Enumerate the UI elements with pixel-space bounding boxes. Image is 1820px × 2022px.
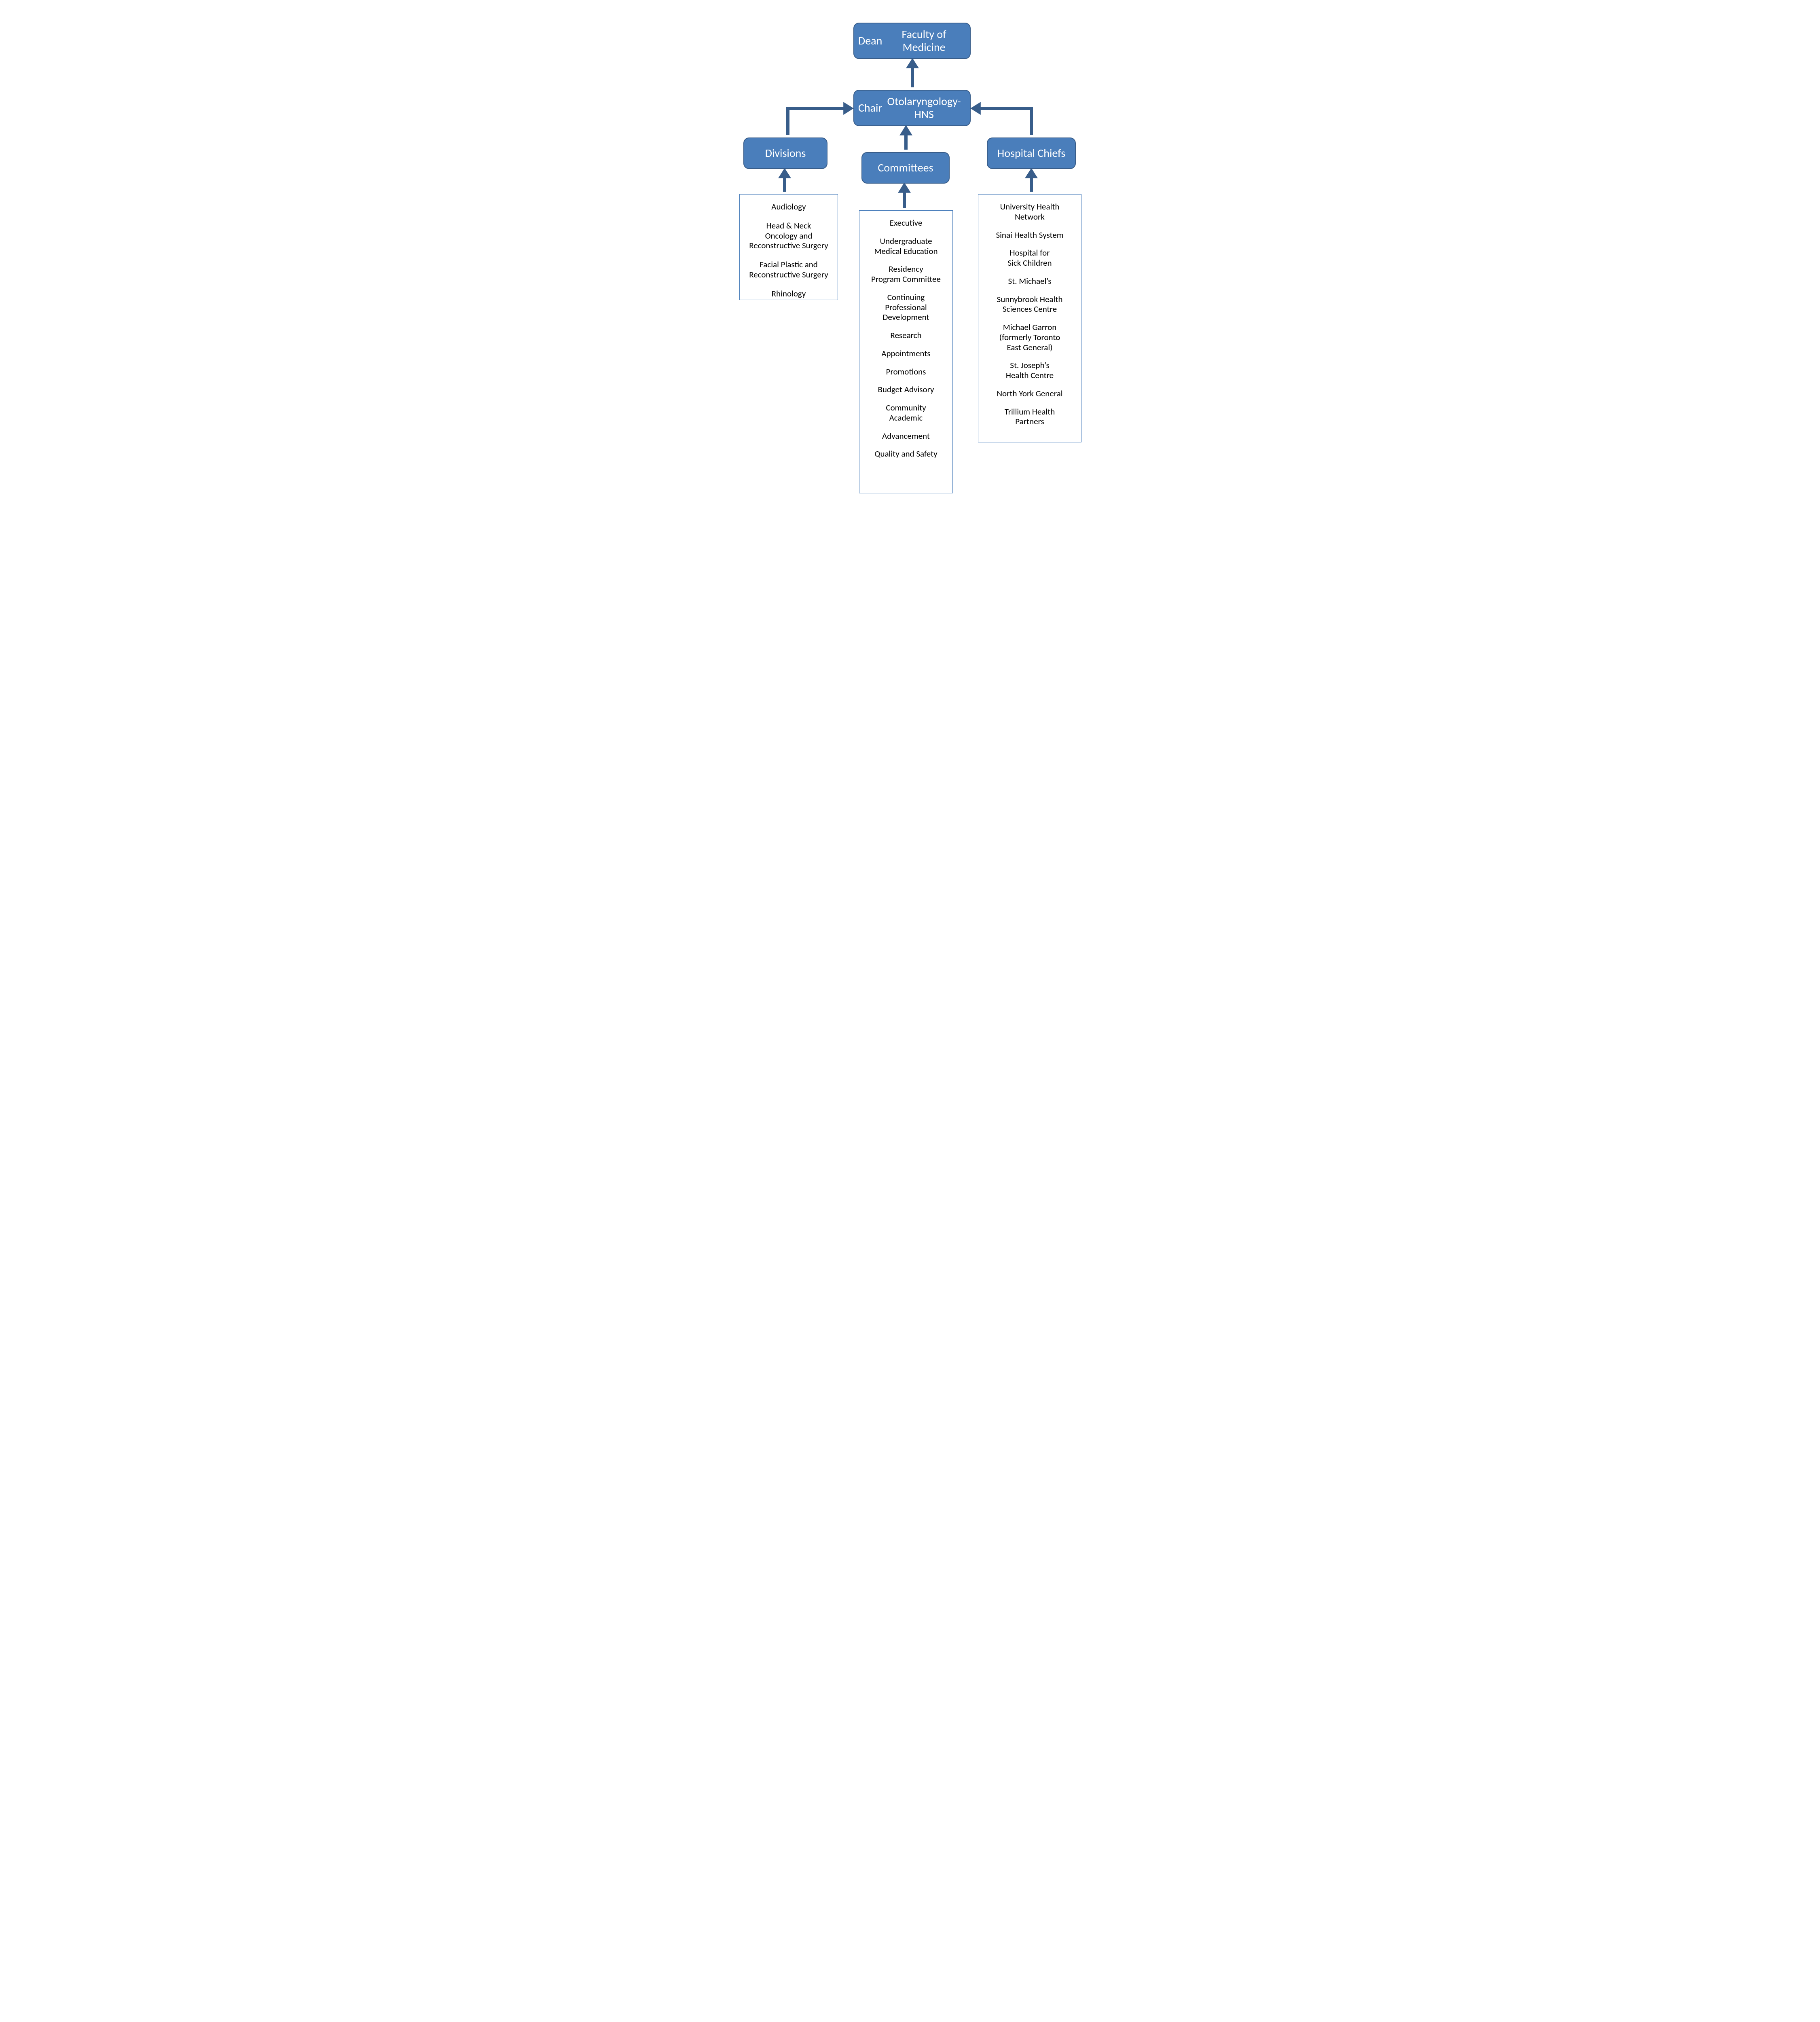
list-items: University HealthNetwork Sinai Health Sys… — [984, 202, 1075, 427]
list-item: Research — [890, 330, 921, 341]
list-item: North York General — [997, 389, 1062, 399]
list-item: Appointments — [881, 349, 930, 359]
node-line: Faculty of Medicine — [882, 28, 966, 54]
node-line: Hospital Chiefs — [997, 147, 1065, 160]
list-item: St. Michael’s — [1008, 276, 1052, 286]
list-item: Facial Plastic andReconstructive Surgery — [749, 260, 828, 280]
node-line: Otolaryngology-HNS — [882, 95, 966, 121]
list-item: ContinuingProfessionalDevelopment — [882, 292, 929, 322]
list-item: Audiology — [771, 202, 806, 212]
list-item: Michael Garron(formerly TorontoEast Gene… — [999, 322, 1060, 352]
list-hospital-chiefs: University HealthNetwork Sinai Health Sys… — [978, 194, 1081, 442]
node-divisions: Divisions — [743, 137, 827, 169]
list-item: Rhinology — [772, 289, 806, 299]
node-line: Committees — [878, 161, 933, 174]
node-chair: ChairOtolaryngology-HNS — [853, 90, 971, 126]
list-item: CommunityAcademic — [886, 403, 926, 423]
list-item: Promotions — [886, 367, 926, 377]
node-dean: DeanFaculty of Medicine — [853, 23, 971, 59]
list-item: Sunnybrook HealthSciences Centre — [997, 294, 1063, 315]
list-item: Hospital forSick Children — [1007, 248, 1052, 268]
list-item: Quality and Safety — [874, 449, 937, 459]
org-chart: DeanFaculty of Medicine ChairOtolaryngol… — [716, 0, 1104, 518]
node-line: Divisions — [765, 147, 806, 160]
list-item: Executive — [890, 218, 923, 228]
divisions-to-chair — [788, 108, 849, 135]
list-item: Budget Advisory — [878, 385, 934, 395]
list-divisions: Audiology Head & NeckOncology andReconstr… — [739, 194, 838, 300]
list-item: ResidencyProgram Committee — [871, 264, 941, 284]
node-line: Chair — [858, 102, 882, 114]
list-items: Executive UndergraduateMedical Education R… — [865, 218, 947, 459]
list-item: University HealthNetwork — [1000, 202, 1060, 222]
list-item: Trillium HealthPartners — [1005, 407, 1055, 427]
list-item: Sinai Health System — [996, 230, 1063, 240]
node-line: Dean — [858, 34, 882, 47]
list-committees: Executive UndergraduateMedical Education R… — [859, 210, 953, 493]
list-item: Head & NeckOncology andReconstructive Su… — [749, 221, 828, 251]
list-items: Audiology Head & NeckOncology andReconstr… — [745, 202, 832, 298]
list-item: St. Joseph’sHealth Centre — [1006, 360, 1054, 381]
list-item: Advancement — [882, 431, 930, 441]
node-committees: Committees — [861, 152, 950, 184]
list-item: UndergraduateMedical Education — [874, 236, 938, 256]
node-hospital-chiefs: Hospital Chiefs — [987, 137, 1076, 169]
chiefs-to-chair — [976, 108, 1031, 135]
